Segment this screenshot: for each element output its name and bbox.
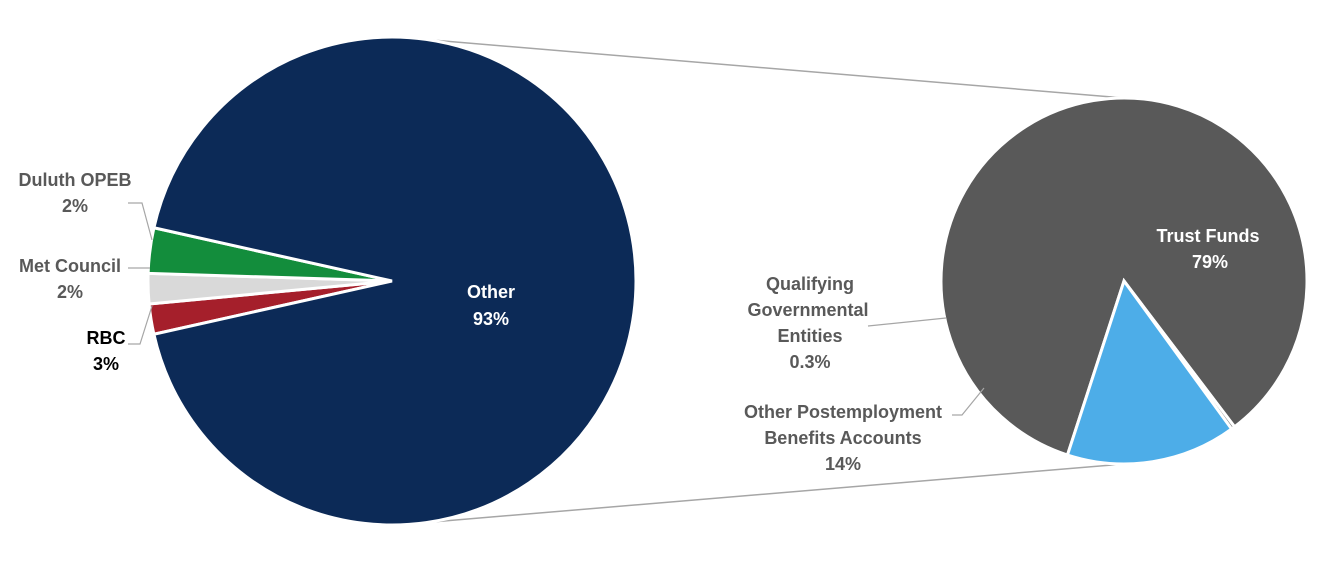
rbc-value-label: 3% [93,354,119,374]
other-value-label: 93% [473,309,509,329]
leader-line-rbc [128,305,153,345]
met-council-label: Met Council [19,256,121,276]
breakdown-pie [939,96,1309,466]
leader-line-opeb-accounts [952,387,985,416]
qualifying-label-line3: Entities [777,326,842,346]
connector-line-top [431,39,1125,99]
trust-funds-value-label: 79% [1192,252,1228,272]
duluth-opeb-value-label: 2% [62,196,88,216]
opeb-accounts-value-label: 14% [825,454,861,474]
slice-other-postemployment-benefits-accounts [1065,277,1234,466]
leader-line-qualifying [867,317,947,327]
connector-line-bottom [431,463,1125,523]
opeb-accounts-label-line1: Other Postemployment [744,402,942,422]
main-pie [146,35,638,527]
qualifying-label-line1: Qualifying [766,274,854,294]
leader-line-duluth-opeb [128,202,153,241]
rbc-label: RBC [87,328,126,348]
qualifying-label-line2: Governmental [747,300,868,320]
other-label: Other [467,282,515,302]
slice-trust-funds [939,96,1309,457]
qualifying-value-label: 0.3% [789,352,830,372]
trust-funds-label: Trust Funds [1157,226,1260,246]
met-council-value-label: 2% [57,282,83,302]
duluth-opeb-label: Duluth OPEB [19,170,132,190]
slice-other [152,35,638,527]
opeb-accounts-label-line2: Benefits Accounts [764,428,921,448]
